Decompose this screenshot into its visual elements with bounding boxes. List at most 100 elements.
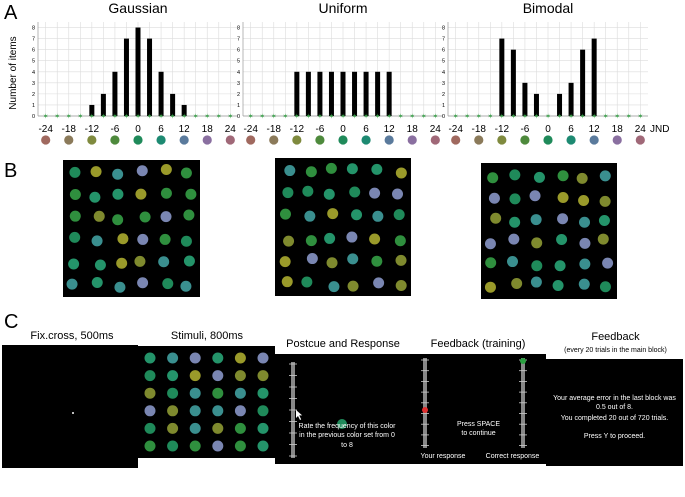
stimulus-dot <box>69 231 81 243</box>
stimulus-dot <box>579 216 591 228</box>
stimulus-dot <box>327 208 339 220</box>
baseline-marker: ✶ <box>591 113 597 121</box>
stimulus-dot <box>189 440 201 452</box>
x-tick-label: 6 <box>568 124 574 135</box>
stimulus-dot <box>530 276 542 288</box>
stimulus-dot <box>484 281 496 293</box>
baseline-marker: ✶ <box>432 113 438 121</box>
stimulus-dot <box>234 405 246 417</box>
stimulus-display-gaussian <box>63 160 200 297</box>
screen-label-fixation: Fix.cross, 500ms <box>30 330 114 342</box>
stimulus-dot <box>371 255 383 267</box>
histogram-bar <box>305 71 311 116</box>
stimulus-dot <box>117 233 129 245</box>
stimulus-dot <box>531 260 543 272</box>
your-response-label: Your response <box>420 453 466 460</box>
baseline-marker: ✶ <box>386 113 392 121</box>
baseline-marker: ✶ <box>545 113 551 121</box>
y-tick-label: 3 <box>32 81 35 87</box>
y-tick-label: 1 <box>32 103 35 109</box>
correct-response-marker <box>520 358 526 364</box>
stimulus-dot <box>346 231 358 243</box>
stimulus-dot <box>347 280 359 292</box>
y-tick-label: 3 <box>442 81 445 87</box>
stimulus-dot <box>281 276 293 288</box>
stimulus-dot <box>183 209 195 221</box>
stimulus-dot <box>488 192 500 204</box>
y-tick-label: 4 <box>32 70 35 76</box>
y-tick-label: 7 <box>32 37 35 43</box>
stimulus-dot <box>554 260 566 272</box>
baseline-marker: ✶ <box>54 113 60 121</box>
stimulus-dot <box>212 352 224 364</box>
baseline-marker: ✶ <box>204 113 210 121</box>
y-tick-label: 6 <box>442 48 445 54</box>
baseline-marker: ✶ <box>375 113 381 121</box>
histogram-bar <box>112 71 118 116</box>
color-swatch <box>269 135 279 145</box>
stimulus-dot <box>346 163 358 175</box>
stimulus-dot <box>511 277 523 289</box>
stimulus-dot <box>599 281 611 293</box>
x-tick-label: -24 <box>38 124 53 135</box>
baseline-marker: ✶ <box>147 113 153 121</box>
color-swatch <box>179 135 189 145</box>
histogram-bar <box>557 93 563 116</box>
x-tick-label: 18 <box>202 124 214 135</box>
y-tick-label: 2 <box>237 92 240 98</box>
stimulus-dot <box>112 168 124 180</box>
feedback-progress-text: You completed 20 out of 720 trials. <box>560 415 669 422</box>
stimulus-dot <box>576 172 588 184</box>
baseline-marker: ✶ <box>637 113 643 121</box>
baseline-marker: ✶ <box>158 113 164 121</box>
x-tick-label: 18 <box>407 124 419 135</box>
stimulus-dot <box>144 405 156 417</box>
baseline-marker: ✶ <box>534 113 540 121</box>
histogram-bar <box>147 38 153 116</box>
stimulus-dot <box>212 440 224 452</box>
color-swatch <box>133 135 143 145</box>
stimulus-display-uniform <box>275 158 411 296</box>
histogram-bar <box>170 93 176 116</box>
baseline-marker: ✶ <box>100 113 106 121</box>
baseline-marker: ✶ <box>329 113 335 121</box>
stimulus-dot <box>283 235 295 247</box>
x-tick-label: -6 <box>110 124 119 135</box>
histogram-bar <box>181 104 187 116</box>
stimulus-dot <box>69 166 81 178</box>
stimulus-dot <box>395 254 407 266</box>
stimulus-dot <box>301 276 313 288</box>
stimulus-dot <box>284 165 296 177</box>
x-tick-label: 24 <box>430 124 442 135</box>
stimulus-dot <box>557 170 569 182</box>
color-swatch <box>110 135 120 145</box>
stimulus-dot <box>234 387 246 399</box>
panel-letter-c: C <box>4 311 19 333</box>
y-tick-label: 2 <box>442 92 445 98</box>
stimulus-dot <box>552 279 564 291</box>
baseline-marker: ✶ <box>193 113 199 121</box>
color-swatch <box>430 135 440 145</box>
stimulus-dot <box>305 166 317 178</box>
stimulus-dot <box>509 169 521 181</box>
x-tick-label: 24 <box>225 124 237 135</box>
color-swatch <box>315 135 325 145</box>
stimulus-dot <box>372 210 384 222</box>
y-tick-label: 0 <box>32 114 35 120</box>
histogram-bar <box>135 27 141 116</box>
stimulus-dot <box>324 232 336 244</box>
stimulus-dot <box>509 216 521 228</box>
y-tick-label: 0 <box>237 114 240 120</box>
color-swatch <box>338 135 348 145</box>
stimulus-dot <box>160 163 172 175</box>
x-tick-label: 6 <box>158 124 164 135</box>
stimulus-dot <box>578 195 590 207</box>
histogram-bar <box>328 71 334 116</box>
stimulus-dot <box>279 208 291 220</box>
baseline-marker: ✶ <box>603 113 609 121</box>
stimulus-dot <box>144 422 156 434</box>
your-response-marker <box>422 407 428 413</box>
baseline-marker: ✶ <box>352 113 358 121</box>
color-swatch <box>64 135 74 145</box>
x-tick-label: 0 <box>135 124 141 135</box>
